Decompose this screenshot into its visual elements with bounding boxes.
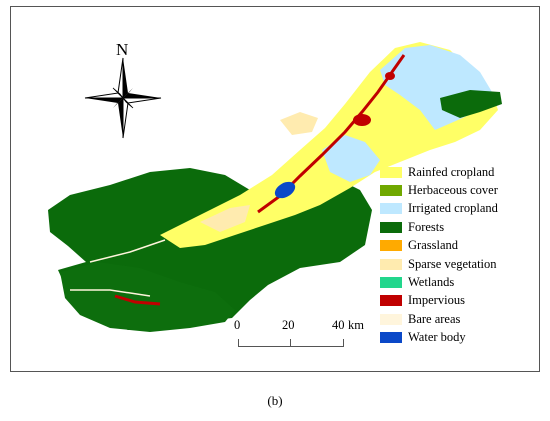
sparse-vegetation bbox=[200, 205, 250, 232]
legend-label: Herbaceous cover bbox=[408, 183, 498, 198]
legend-item: Rainfed cropland bbox=[380, 163, 540, 181]
legend-swatch bbox=[380, 203, 402, 215]
legend-item: Impervious bbox=[380, 292, 540, 310]
legend-swatch bbox=[380, 166, 402, 178]
legend-swatch bbox=[380, 185, 402, 197]
north-arrow: N bbox=[84, 40, 162, 140]
scale-bar-mid-tick bbox=[290, 339, 291, 346]
sparse-vegetation-2 bbox=[280, 112, 318, 135]
legend-swatch bbox=[380, 240, 402, 252]
scale-unit: km bbox=[348, 318, 364, 332]
legend-label: Rainfed cropland bbox=[408, 164, 495, 179]
scale-tick-0: 0 bbox=[234, 318, 241, 332]
scale-bar: 0 20 40 km bbox=[232, 318, 364, 352]
legend-item: Grassland bbox=[380, 237, 540, 255]
legend-label: Sparse vegetation bbox=[408, 256, 497, 271]
legend-swatch bbox=[380, 277, 402, 289]
scale-tick-20: 20 bbox=[282, 318, 295, 332]
legend-item: Sparse vegetation bbox=[380, 255, 540, 273]
legend-swatch bbox=[380, 258, 402, 270]
legend-item: Bare areas bbox=[380, 310, 540, 328]
legend-label: Water body bbox=[408, 330, 466, 345]
legend-swatch bbox=[380, 221, 402, 233]
impervious-city bbox=[353, 114, 371, 126]
north-label: N bbox=[116, 40, 129, 59]
legend-label: Wetlands bbox=[408, 275, 455, 290]
legend-item: Irrigated cropland bbox=[380, 200, 540, 218]
legend-label: Impervious bbox=[408, 293, 465, 308]
legend-swatch bbox=[380, 332, 402, 344]
compass-rose-icon bbox=[84, 57, 162, 139]
legend-label: Bare areas bbox=[408, 311, 461, 326]
map-legend: Rainfed cropland Herbaceous cover Irriga… bbox=[380, 163, 540, 347]
legend-label: Grassland bbox=[408, 238, 458, 253]
impervious-south bbox=[114, 294, 161, 306]
legend-item: Forests bbox=[380, 218, 540, 236]
scale-bar-line bbox=[238, 339, 344, 347]
legend-swatch bbox=[380, 295, 402, 307]
legend-item: Wetlands bbox=[380, 273, 540, 291]
irrigated-cropland-2 bbox=[322, 135, 380, 182]
legend-label: Forests bbox=[408, 219, 445, 234]
water-body bbox=[274, 181, 296, 199]
forest-northeast bbox=[440, 90, 502, 118]
figure-caption: (b) bbox=[267, 393, 283, 408]
forest-south-lobe bbox=[60, 262, 235, 332]
legend-item: Herbaceous cover bbox=[380, 181, 540, 199]
impervious-town bbox=[385, 72, 395, 80]
scale-tick-40: 40 bbox=[332, 318, 345, 332]
legend-label: Irrigated cropland bbox=[408, 201, 498, 216]
bare-area-streaks bbox=[70, 239, 166, 297]
legend-swatch bbox=[380, 313, 402, 325]
legend-item: Water body bbox=[380, 329, 540, 347]
